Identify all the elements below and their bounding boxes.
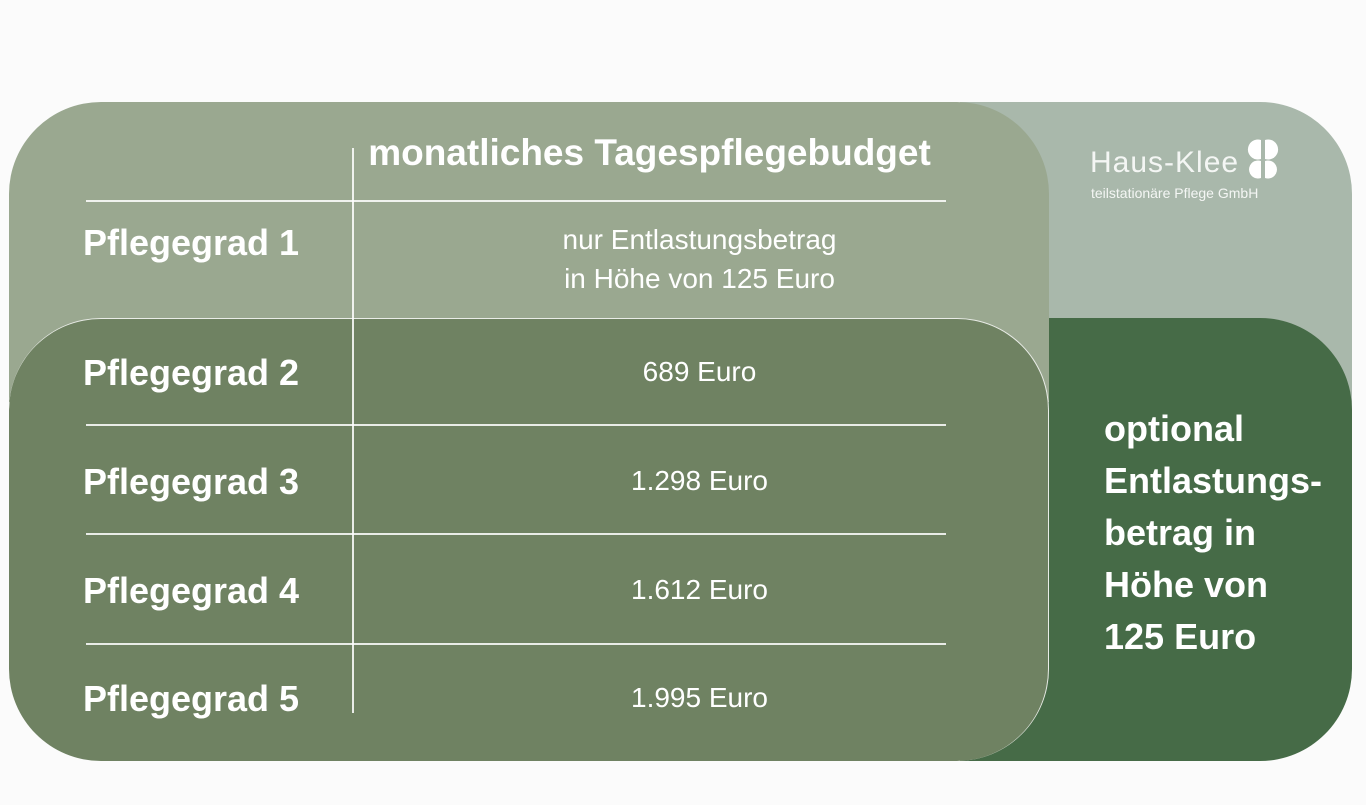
row-value-pflegegrad-3: 1.298 Euro	[631, 465, 768, 496]
logo-subtitle: teilstationäre Pflege GmbH	[1091, 185, 1259, 201]
column-divider	[352, 148, 354, 713]
row-value-pflegegrad-1: nur Entlastungsbetrag in Höhe von 125 Eu…	[353, 220, 1046, 298]
row-label-pflegegrad-4: Pflegegrad 4	[83, 570, 300, 611]
row-divider	[86, 424, 946, 426]
logo-wordmark: Haus-Klee	[1090, 146, 1240, 179]
row-label-pflegegrad-3: Pflegegrad 3	[83, 461, 300, 502]
clover-logo-icon	[1247, 139, 1279, 179]
side-note: optional Entlastungs- betrag in Höhe von…	[1104, 408, 1323, 657]
row-value-pflegegrad-5: 1.995 Euro	[631, 682, 768, 713]
row-divider	[86, 533, 946, 535]
row-value-pflegegrad-4: 1.612 Euro	[631, 574, 768, 605]
value-line-1: nur Entlastungsbetrag	[562, 224, 837, 255]
row-label-pflegegrad-1: Pflegegrad 1	[83, 222, 300, 263]
row-value-pflegegrad-2: 689 Euro	[642, 356, 757, 387]
value-line-2: in Höhe von 125 Euro	[564, 263, 835, 294]
table-panel-bottom	[9, 318, 1049, 761]
row-divider	[86, 643, 946, 645]
row-divider	[86, 200, 946, 202]
row-label-pflegegrad-2: Pflegegrad 2	[83, 352, 300, 393]
row-label-pflegegrad-5: Pflegegrad 5	[83, 678, 300, 719]
table-header: monatliches Tagespflegebudget	[368, 132, 931, 173]
